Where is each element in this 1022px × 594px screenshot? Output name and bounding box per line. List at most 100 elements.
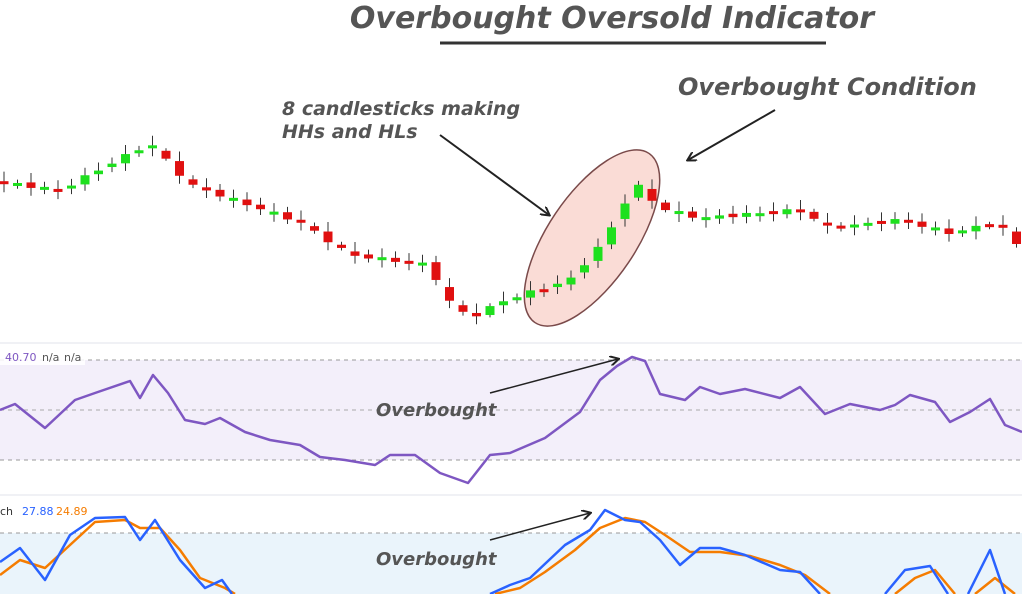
stoch-k	[489, 508, 821, 594]
candle-body	[53, 188, 63, 192]
candle-body	[418, 262, 427, 266]
candle-body	[526, 290, 535, 298]
rsi-line	[0, 355, 1022, 485]
candle-body	[755, 213, 765, 217]
candle-body	[161, 150, 171, 159]
candle-body	[539, 289, 549, 293]
candle-body	[94, 170, 103, 175]
candle-body	[769, 211, 778, 215]
candle-body	[472, 312, 481, 317]
candle-body	[998, 224, 1008, 228]
candle-body	[202, 187, 211, 191]
candle-body	[256, 204, 265, 210]
candle-body	[215, 189, 225, 197]
candle-body	[971, 225, 981, 232]
candle-body	[296, 219, 306, 223]
stoch-k: 27.88	[22, 505, 54, 518]
candle-body	[13, 182, 22, 186]
candle-body	[715, 215, 724, 219]
candle-body	[701, 217, 711, 221]
candle-body	[134, 150, 144, 154]
candle-body	[566, 277, 576, 285]
note-line: HHs and HLs	[282, 121, 418, 143]
candle-body	[350, 251, 360, 256]
candle-body	[647, 188, 657, 201]
stoch-name: ch	[0, 505, 13, 518]
candle-body	[728, 213, 738, 218]
candle-body	[863, 222, 873, 226]
candle-body	[607, 227, 616, 245]
candle-body	[620, 203, 630, 219]
candle-body	[175, 161, 184, 176]
note: Overbought	[376, 549, 498, 570]
candle-body	[580, 265, 589, 273]
candle-body	[944, 228, 954, 235]
candle-body	[337, 244, 346, 248]
legend-bg	[0, 349, 85, 365]
candle-body	[782, 209, 792, 215]
candle-body	[917, 221, 927, 227]
candle-body	[107, 163, 117, 168]
candle-body	[148, 145, 157, 149]
rsi-extra: n/a	[64, 351, 81, 364]
arrow	[439, 134, 549, 215]
candle-body	[985, 224, 994, 228]
indicator-lines	[0, 355, 1022, 594]
candle-body	[323, 231, 333, 243]
candle-body	[391, 257, 400, 262]
candle-body	[0, 181, 9, 185]
candle-body	[796, 209, 805, 213]
candle-body	[958, 230, 967, 234]
candle-body	[188, 179, 198, 185]
candle-body	[1012, 231, 1021, 244]
candle-body	[431, 262, 441, 280]
candle-body	[67, 185, 76, 189]
candle-body	[931, 227, 940, 231]
note: Overbought Condition	[678, 73, 977, 101]
candle-body	[553, 283, 562, 288]
candle-body	[904, 219, 913, 223]
candle-body	[742, 212, 751, 217]
arrow	[489, 359, 618, 394]
stoch-k	[0, 515, 234, 594]
candle-body	[404, 260, 414, 264]
candle-body	[836, 225, 846, 229]
candle-body	[364, 254, 373, 259]
candle-body	[26, 182, 36, 188]
stoch-d: 24.89	[56, 505, 88, 518]
highlight-ellipse	[523, 149, 661, 327]
stoch-d	[894, 568, 956, 594]
candle-body	[445, 287, 454, 301]
candle-body	[121, 154, 130, 164]
stoch-k	[966, 548, 1007, 594]
candle-body	[269, 211, 279, 215]
candles	[0, 135, 1021, 325]
candle-body	[877, 220, 886, 224]
candle-body	[688, 211, 697, 218]
candle-body	[634, 184, 643, 198]
candle-body	[283, 212, 292, 220]
stoch-k	[884, 564, 950, 594]
rsi-value: 40.70	[5, 351, 37, 364]
candle-body	[512, 297, 522, 301]
title: Overbought Oversold Indicator	[350, 1, 876, 36]
candle-body	[890, 219, 900, 224]
arrow	[688, 109, 776, 160]
candle-body	[40, 186, 49, 190]
candle-body	[674, 211, 684, 215]
candle-body	[242, 199, 252, 206]
candle-body	[661, 202, 670, 211]
candle-body	[458, 305, 468, 312]
note: Overbought	[376, 400, 498, 421]
stoch-d	[974, 576, 1016, 594]
candle-body	[499, 301, 508, 306]
arrow	[489, 513, 590, 541]
candle-body	[850, 224, 859, 228]
candle-body	[229, 197, 238, 201]
note-line: 8 candlesticks making	[282, 98, 520, 120]
candle-body	[80, 175, 90, 185]
candle-body	[593, 246, 603, 261]
candle-body	[310, 226, 319, 231]
candle-body	[485, 306, 495, 316]
